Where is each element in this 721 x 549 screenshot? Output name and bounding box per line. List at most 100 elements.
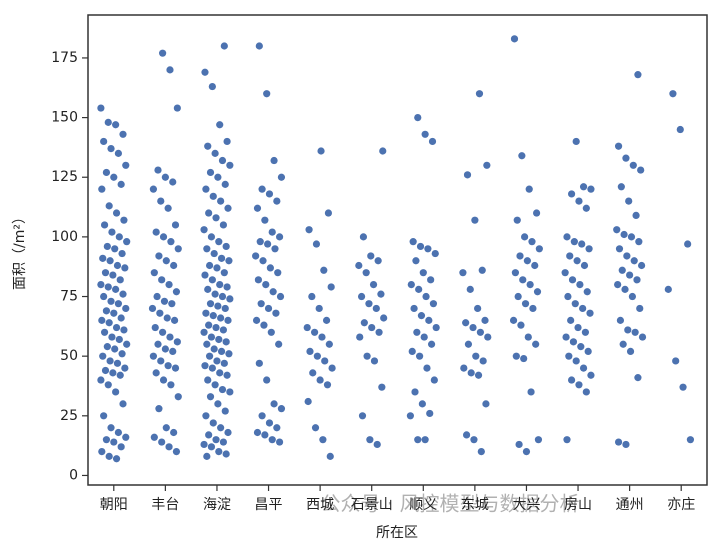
point <box>614 280 622 289</box>
point <box>423 364 431 372</box>
point <box>215 238 223 246</box>
point <box>103 242 111 251</box>
point <box>270 400 278 408</box>
point <box>157 197 165 205</box>
point <box>209 419 217 427</box>
point <box>462 319 470 327</box>
point <box>635 238 643 246</box>
point <box>513 216 521 224</box>
point <box>625 197 633 205</box>
y-axis-label: 面积（/m²） <box>12 210 28 290</box>
watermark: 公众号 · 风控模型与数据分析 <box>320 492 579 516</box>
point <box>519 276 527 284</box>
point <box>117 443 125 451</box>
point <box>431 249 439 258</box>
point <box>106 357 114 365</box>
x-tick-label: 西城 <box>306 497 334 513</box>
point <box>105 319 113 327</box>
point <box>166 333 174 341</box>
point <box>325 340 333 348</box>
point <box>471 216 479 224</box>
point <box>528 238 536 246</box>
point <box>208 82 216 91</box>
x-tick-label: 石景山 <box>351 497 393 513</box>
x-tick-label: 海淀 <box>203 497 231 513</box>
point <box>521 233 529 241</box>
point <box>373 440 381 449</box>
point <box>261 216 269 224</box>
point <box>358 412 367 420</box>
point <box>100 328 109 336</box>
point <box>632 211 640 220</box>
point <box>582 204 590 212</box>
point <box>363 352 371 360</box>
point <box>159 49 167 57</box>
point <box>217 424 225 432</box>
point <box>369 280 378 289</box>
point <box>216 369 224 377</box>
point <box>587 185 595 193</box>
point <box>220 42 228 50</box>
point <box>223 371 231 379</box>
point <box>377 290 385 298</box>
point <box>360 319 368 327</box>
point <box>205 321 213 329</box>
point <box>165 443 173 451</box>
point <box>518 152 526 160</box>
point <box>427 340 436 348</box>
point <box>159 328 167 336</box>
point <box>224 316 232 324</box>
point <box>322 316 331 324</box>
point <box>321 357 329 365</box>
point <box>630 257 638 265</box>
point <box>106 257 114 265</box>
point <box>572 137 580 146</box>
point <box>203 245 211 253</box>
point <box>98 316 106 324</box>
point <box>253 204 262 212</box>
point <box>162 424 170 432</box>
point <box>274 269 282 277</box>
point <box>122 433 130 441</box>
point <box>201 271 209 279</box>
point <box>411 388 419 396</box>
point <box>119 400 127 408</box>
point <box>564 292 572 301</box>
point <box>172 288 181 296</box>
point <box>219 221 228 229</box>
x-tick-label: 亦庄 <box>667 496 695 513</box>
point <box>104 381 112 389</box>
point <box>637 166 645 174</box>
point <box>213 357 221 365</box>
point <box>260 321 268 329</box>
point <box>275 438 284 446</box>
point <box>527 388 535 396</box>
point <box>273 424 281 432</box>
point <box>112 285 120 293</box>
point <box>224 204 232 212</box>
point <box>100 221 109 229</box>
point <box>102 436 111 444</box>
point <box>158 438 166 446</box>
point <box>479 357 487 365</box>
point <box>255 42 263 50</box>
point <box>568 276 577 284</box>
point <box>424 245 432 253</box>
y-tick-label: 125 <box>51 169 78 185</box>
point <box>215 447 223 456</box>
point <box>624 326 632 334</box>
point <box>303 323 311 332</box>
point <box>415 285 423 293</box>
point <box>268 436 276 444</box>
point <box>520 354 528 363</box>
point <box>105 202 113 210</box>
point <box>328 364 336 372</box>
point <box>313 352 321 360</box>
point <box>204 285 212 293</box>
point <box>121 364 129 372</box>
point <box>151 323 159 332</box>
point <box>158 276 166 284</box>
point <box>111 245 119 253</box>
point <box>169 347 177 355</box>
point <box>200 440 208 449</box>
